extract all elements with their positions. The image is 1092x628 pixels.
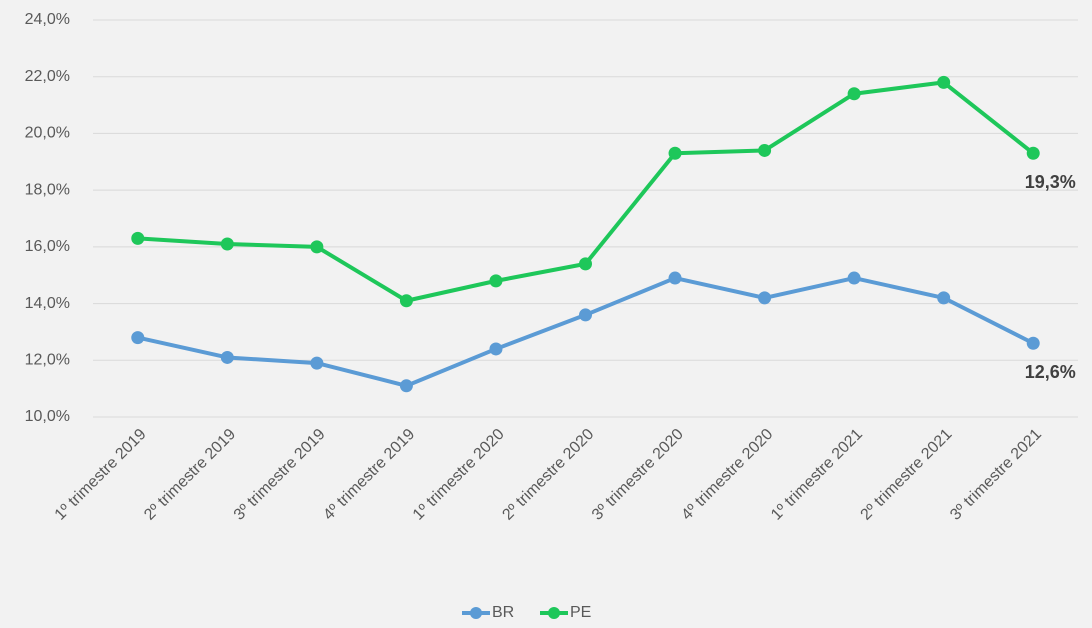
x-tick-label: 1º trimestre 2020 — [410, 426, 508, 524]
x-tick-label: 2º trimestre 2019 — [141, 426, 239, 524]
marker — [668, 271, 682, 285]
y-tick-label: 14,0% — [25, 295, 70, 312]
marker — [937, 291, 951, 305]
marker — [489, 342, 503, 356]
line — [137, 276, 1035, 388]
y-tick-label: 20,0% — [25, 125, 70, 142]
x-tick-label: 3º trimestre 2021 — [947, 426, 1045, 524]
x-tick-label: 4º trimestre 2019 — [320, 426, 418, 524]
marker — [489, 274, 503, 288]
y-tick-label: 22,0% — [25, 68, 70, 85]
marker — [220, 350, 234, 364]
marker — [758, 291, 772, 305]
y-tick-label: 12,0% — [25, 352, 70, 369]
marker — [399, 379, 413, 393]
data-label: 12,6% — [1025, 362, 1076, 382]
y-tick-label: 24,0% — [25, 11, 70, 28]
y-tick-label: 10,0% — [25, 408, 70, 425]
marker — [668, 146, 682, 160]
x-tick-label: 3º trimestre 2020 — [589, 426, 687, 524]
marker — [847, 271, 861, 285]
x-tick-label: 1º trimestre 2021 — [768, 426, 866, 524]
marker — [1026, 146, 1040, 160]
marker — [758, 143, 772, 157]
legend-label: PE — [570, 604, 591, 621]
legend-marker — [548, 607, 560, 619]
marker — [937, 75, 951, 89]
x-tick-label: 4º trimestre 2020 — [679, 426, 777, 524]
y-tick-label: 18,0% — [25, 181, 70, 198]
y-tick-label: 16,0% — [25, 238, 70, 255]
x-tick-label: 2º trimestre 2020 — [499, 426, 597, 524]
legend-label: BR — [492, 604, 514, 621]
x-tick-label: 2º trimestre 2021 — [858, 426, 956, 524]
data-label: 19,3% — [1025, 172, 1076, 192]
marker — [847, 87, 861, 101]
marker — [310, 356, 324, 370]
x-tick-label: 3º trimestre 2019 — [231, 426, 329, 524]
x-tick-label: 1º trimestre 2019 — [52, 426, 150, 524]
marker — [131, 231, 145, 245]
marker — [131, 331, 145, 345]
marker — [220, 237, 234, 251]
marker — [310, 240, 324, 254]
marker — [579, 308, 592, 322]
marker — [1026, 336, 1040, 350]
marker — [399, 294, 413, 308]
legend-marker — [470, 607, 482, 619]
marker — [579, 257, 592, 271]
